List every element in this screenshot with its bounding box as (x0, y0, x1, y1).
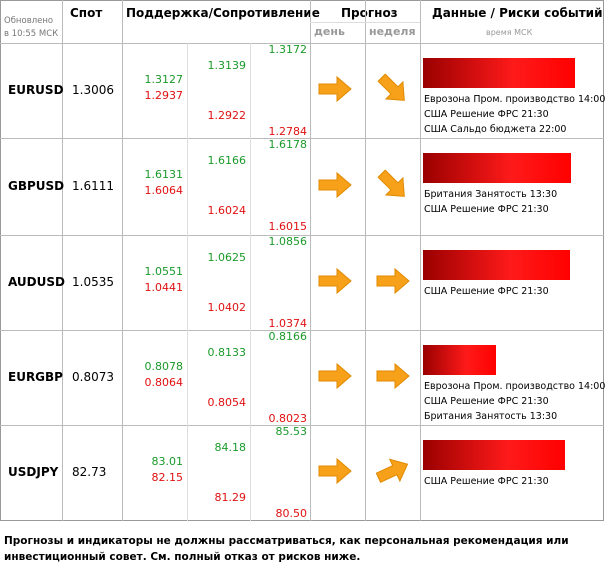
support: 1.6015 (268, 220, 308, 233)
resistance: 83.01 (151, 455, 184, 468)
pair: EURGBP (8, 369, 63, 384)
resistance: 1.0625 (207, 251, 247, 264)
time-note: время МСК (486, 28, 533, 37)
row-line (0, 138, 604, 139)
support: 81.29 (214, 491, 247, 504)
resistance: 1.3172 (268, 43, 308, 56)
col-line (420, 0, 421, 521)
forecast-arrow (377, 72, 405, 101)
resistance: 1.3139 (207, 59, 247, 72)
forecast-arrow (375, 458, 409, 483)
forecast-arrow (318, 171, 352, 198)
spot: 0.8073 (72, 369, 114, 384)
forecast-arrow (318, 267, 352, 294)
support: 1.0402 (207, 301, 247, 314)
forecast-arrow (376, 267, 410, 294)
support: 1.0441 (144, 281, 184, 294)
resistance: 0.8166 (268, 330, 308, 343)
support: 1.2784 (268, 125, 308, 138)
forecast-header: Прогноз (341, 6, 398, 20)
support: 0.8064 (144, 376, 184, 389)
day-header: день (314, 25, 345, 38)
resistance: 1.6131 (144, 168, 184, 181)
updated-line2: в 10:55 МСК (4, 29, 59, 39)
event: Британия Занятость 13:30 (424, 189, 558, 200)
resistance: 1.0551 (144, 265, 184, 278)
forecast-arrow (318, 362, 352, 389)
row-line (0, 330, 604, 331)
risk-bar (423, 440, 565, 470)
support: 1.6064 (144, 184, 184, 197)
support: 1.2937 (144, 89, 184, 102)
support: 0.8054 (207, 396, 247, 409)
risk-bar (423, 345, 496, 375)
header-line (310, 22, 420, 23)
resistance: 0.8133 (207, 346, 247, 359)
col-line (310, 0, 311, 521)
pair: USDJPY (8, 465, 59, 479)
col-line (62, 0, 63, 521)
forecast-arrow (318, 457, 352, 485)
forecast-arrow (318, 75, 352, 102)
row-line (0, 235, 604, 236)
support: 0.8023 (268, 412, 308, 425)
spot: 1.0535 (72, 274, 114, 289)
events-header: Данные / Риски событий (432, 6, 603, 20)
row-line (0, 43, 604, 44)
resistance: 1.6178 (268, 138, 308, 151)
risk-bar (423, 58, 575, 88)
event: США Решение ФРС 21:30 (424, 476, 549, 487)
col-line (187, 43, 188, 521)
resistance: 0.8078 (144, 360, 184, 373)
disclaimer: Прогнозы и индикаторы не должны рассматр… (4, 535, 569, 563)
event: Еврозона Пром. производство 14:00 (424, 381, 605, 392)
spot: 1.6111 (72, 178, 114, 193)
support: 82.15 (151, 471, 184, 484)
week-header: неделя (369, 25, 416, 38)
table-border (0, 0, 604, 521)
updated-line1: Обновлено (4, 16, 54, 26)
spot: 1.3006 (72, 82, 114, 97)
resistance: 85.53 (275, 425, 308, 438)
row-line (0, 425, 604, 426)
event: США Решение ФРС 21:30 (424, 109, 549, 120)
resistance: 1.3127 (144, 73, 184, 86)
support: 1.6024 (207, 204, 247, 217)
resistance: 1.0856 (268, 235, 308, 248)
spot: 82.73 (72, 465, 107, 479)
resistance: 1.6166 (207, 154, 247, 167)
event: США Решение ФРС 21:30 (424, 204, 549, 215)
levels-header: Поддержка/Сопротивление (126, 6, 320, 20)
col-line (122, 0, 123, 521)
event: США Решение ФРС 21:30 (424, 396, 549, 407)
support: 1.0374 (268, 317, 308, 330)
risk-bar (423, 250, 570, 280)
support: 80.50 (275, 507, 308, 520)
col-line (250, 43, 251, 521)
col-line (365, 0, 366, 521)
event: Британия Занятость 13:30 (424, 411, 558, 422)
event: США Решение ФРС 21:30 (424, 286, 549, 297)
event: США Сальдо бюджета 22:00 (424, 124, 567, 135)
pair: AUDUSD (8, 274, 65, 289)
event: Еврозона Пром. производство 14:00 (424, 94, 605, 105)
support: 1.2922 (207, 109, 247, 122)
resistance: 84.18 (214, 441, 247, 454)
spot-header: Спот (70, 6, 103, 20)
forecast-arrow (377, 168, 405, 197)
pair: GBPUSD (8, 178, 65, 193)
pair: EURUSD (8, 82, 64, 97)
forecast-arrow (376, 362, 410, 389)
risk-bar (423, 153, 571, 183)
